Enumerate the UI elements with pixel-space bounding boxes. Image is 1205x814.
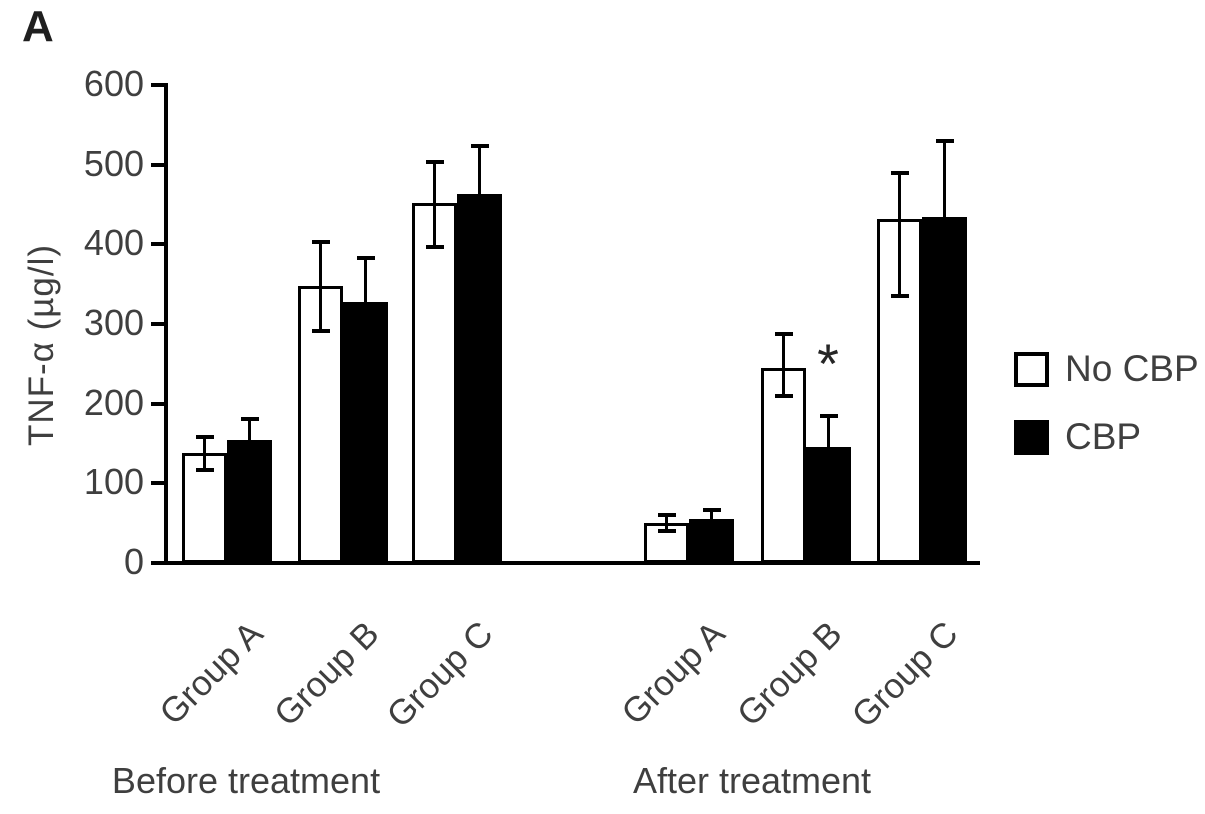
error-bar-line bbox=[203, 435, 206, 472]
y-tick-label: 300 bbox=[83, 302, 144, 343]
error-bar-cap-bottom bbox=[195, 468, 214, 473]
error-bar-cap-top bbox=[195, 434, 214, 439]
y-tick-mark bbox=[151, 481, 166, 486]
legend-label-no-cbp: No CBP bbox=[1065, 348, 1199, 389]
y-tick-label: 500 bbox=[83, 142, 144, 184]
error-bar-cap-bottom bbox=[702, 526, 721, 531]
error-bar-line bbox=[898, 171, 901, 297]
error-bar-line bbox=[478, 144, 481, 244]
cluster-label-before: Before treatment bbox=[111, 760, 381, 801]
error-bar-cap-top bbox=[890, 170, 909, 175]
bar-after-group-c-no-cbp bbox=[877, 218, 922, 563]
error-bar-cap-top bbox=[470, 143, 489, 148]
significance-asterisk: * bbox=[817, 332, 839, 395]
cbp-swatch-icon bbox=[1014, 419, 1049, 455]
error-bar-cap-bottom bbox=[819, 475, 838, 480]
y-tick-mark bbox=[151, 322, 166, 326]
y-tick-mark bbox=[151, 242, 166, 247]
y-tick-label: 100 bbox=[83, 461, 144, 503]
legend-item-cbp: CBP bbox=[1014, 416, 1199, 458]
error-bar-cap-bottom bbox=[356, 344, 375, 349]
error-bar-cap-bottom bbox=[240, 458, 259, 463]
y-tick-label: 0 bbox=[123, 541, 144, 582]
y-axis-line bbox=[164, 83, 168, 565]
error-bar-line bbox=[710, 508, 713, 530]
error-bar-cap-bottom bbox=[890, 293, 909, 298]
error-bar-cap-top bbox=[240, 417, 259, 421]
error-bar-cap-bottom bbox=[774, 394, 793, 399]
panel-label: A bbox=[22, 2, 54, 51]
error-bar-cap-top bbox=[311, 240, 330, 245]
y-tick-label: 400 bbox=[83, 222, 144, 264]
x-tick-label: Group A bbox=[152, 614, 271, 733]
legend-label-cbp: CBP bbox=[1065, 416, 1142, 457]
error-bar-cap-top bbox=[702, 507, 721, 512]
error-bar-cap-top bbox=[819, 413, 838, 418]
error-bar-cap-bottom bbox=[935, 291, 954, 296]
error-bar-line bbox=[827, 414, 830, 479]
error-bar-line bbox=[248, 418, 251, 462]
x-tick-label: Group C bbox=[844, 614, 966, 736]
legend-item-no-cbp: No CBP bbox=[1014, 348, 1199, 390]
error-bar-line bbox=[665, 514, 668, 532]
bar-before-group-a-no-cbp bbox=[182, 453, 227, 563]
y-tick-mark bbox=[151, 162, 166, 167]
y-tick-mark bbox=[151, 561, 166, 565]
error-bar-line bbox=[943, 139, 946, 295]
error-bar-cap-top bbox=[774, 331, 793, 336]
no-cbp-swatch-icon bbox=[1014, 351, 1049, 387]
cluster-label-after: After treatment bbox=[632, 760, 872, 801]
x-tick-label: Group C bbox=[379, 614, 501, 736]
error-bar-cap-top bbox=[425, 159, 444, 164]
error-bar-cap-top bbox=[935, 138, 954, 143]
y-tick-mark bbox=[151, 401, 166, 406]
error-bar-cap-bottom bbox=[470, 240, 489, 245]
error-bar-line bbox=[782, 332, 785, 398]
x-axis-line bbox=[164, 561, 980, 565]
x-tick-label: Group B bbox=[266, 614, 387, 734]
error-bar-cap-bottom bbox=[311, 328, 330, 333]
error-bar-line bbox=[319, 241, 322, 332]
x-tick-label: Group B bbox=[729, 614, 850, 734]
bar-before-group-c-cbp bbox=[457, 194, 502, 563]
x-tick-label: Group A bbox=[614, 614, 733, 733]
error-bar-line bbox=[364, 257, 367, 348]
error-bar-cap-bottom bbox=[657, 528, 676, 533]
y-tick-mark bbox=[151, 83, 166, 87]
error-bar-cap-bottom bbox=[425, 245, 444, 250]
error-bar-cap-top bbox=[657, 513, 676, 518]
legend: No CBP CBP bbox=[1014, 348, 1199, 484]
y-tick-label: 600 bbox=[83, 63, 144, 104]
bar-before-group-c-no-cbp bbox=[412, 202, 457, 563]
error-bar-line bbox=[433, 160, 436, 249]
error-bar-cap-top bbox=[356, 256, 375, 261]
y-tick-label: 200 bbox=[83, 381, 144, 423]
